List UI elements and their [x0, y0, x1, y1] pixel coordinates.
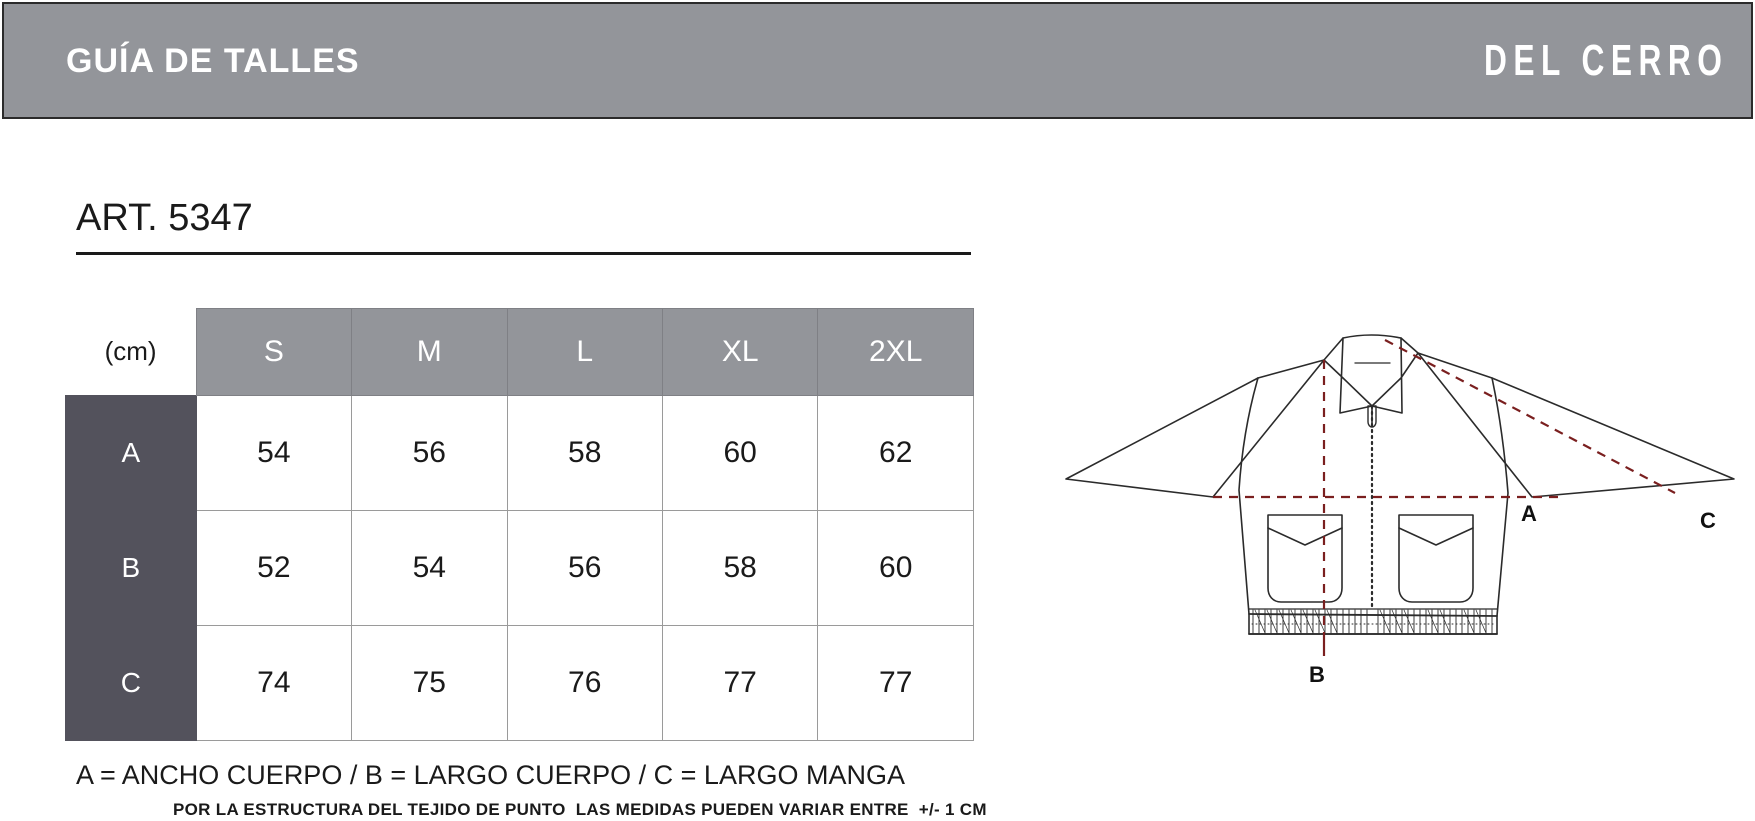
svg-text:C: C — [1700, 508, 1716, 533]
svg-text:B: B — [1309, 662, 1325, 687]
svg-text:A: A — [1521, 501, 1537, 526]
